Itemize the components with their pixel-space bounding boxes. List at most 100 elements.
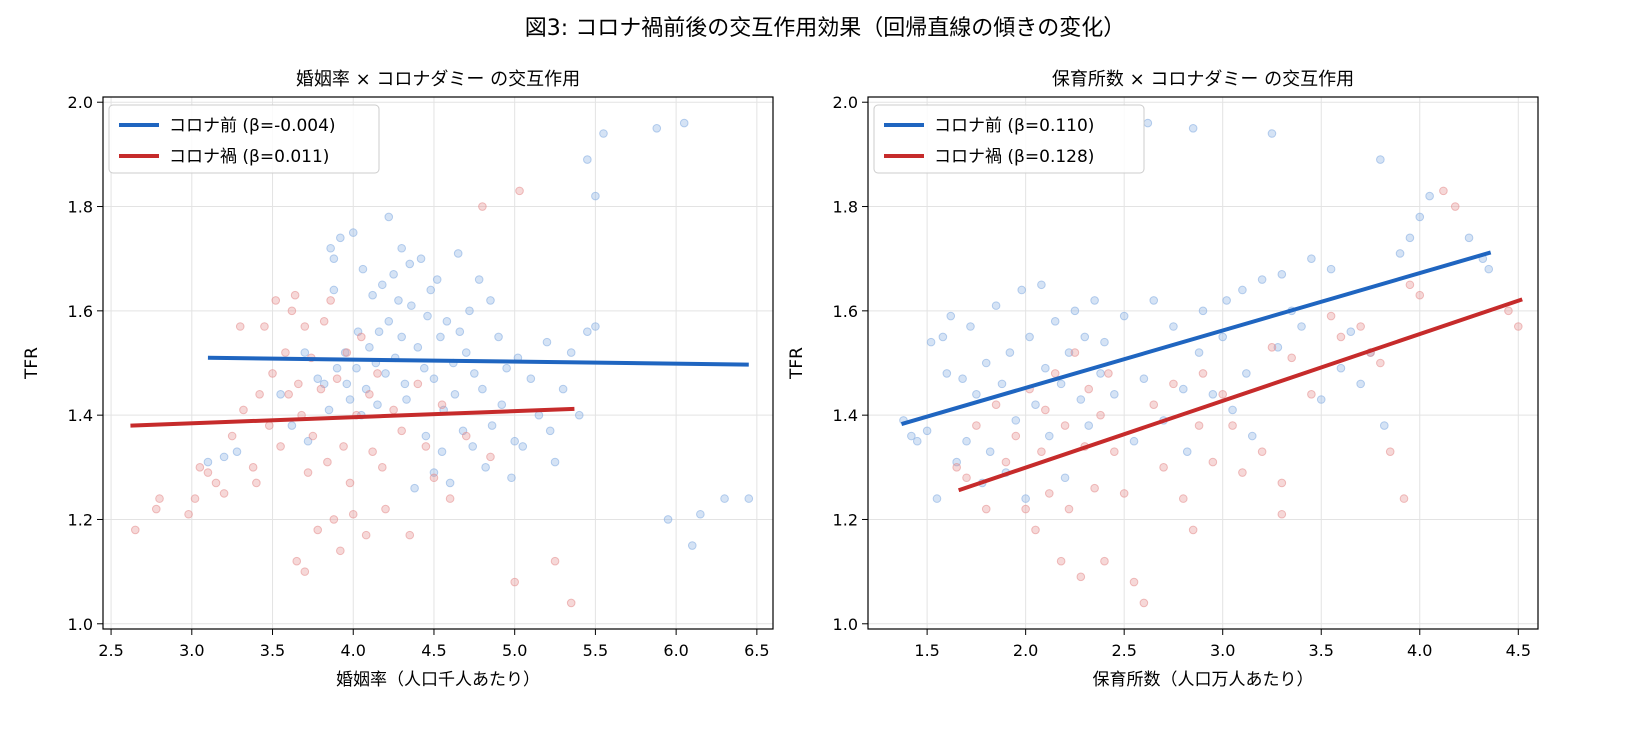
scatter-point-post [981, 504, 991, 514]
scatter-point-pre [313, 374, 323, 383]
legend-box [873, 104, 1145, 174]
scatter-point-pre [303, 436, 313, 446]
scatter-point-post [550, 556, 560, 566]
legend: コロナ前 (β=-0.004) コロナ禍 (β=0.011) [108, 104, 380, 174]
scatter-point-pre [583, 327, 592, 337]
scatter-point-post [566, 598, 576, 608]
scatter-point-pre [365, 343, 374, 352]
regression-line-post [130, 406, 575, 428]
scatter-point-post [1129, 577, 1139, 587]
scatter-point-pre [1376, 155, 1385, 164]
scatter-point-post [1149, 400, 1159, 410]
scatter-point-pre [453, 249, 463, 258]
x-tick-label: 4.5 [421, 641, 446, 660]
scatter-point-pre [1307, 254, 1316, 263]
scatter-point-pre [1110, 389, 1119, 399]
y-tick-label: 1.0 [833, 615, 858, 634]
scatter-point-post [437, 400, 447, 410]
scatter-point-post [268, 369, 277, 378]
scatter-point-pre [1326, 264, 1336, 274]
scatter-point-pre [384, 316, 394, 326]
y-tick-label: 1.8 [68, 198, 93, 217]
scatter-point-post [421, 442, 431, 451]
scatter-point-pre [696, 509, 705, 519]
scatter-point-post [1060, 421, 1070, 430]
scatter-point-post [1336, 332, 1346, 342]
scatter-point-pre [1277, 270, 1287, 279]
scatter-point-post [276, 442, 285, 451]
scatter-point-pre [507, 473, 516, 483]
scatter-point-post [1110, 447, 1119, 456]
scatter-point-pre [1188, 123, 1198, 133]
scatter-point-post [130, 525, 140, 535]
scatter-point-pre [332, 363, 342, 373]
scatter-point-post [1100, 556, 1109, 566]
scatter-point-post [361, 530, 371, 540]
scatter-point-pre [465, 306, 474, 316]
y-tick-label: 1.6 [68, 302, 93, 321]
x-tick-label: 2.5 [98, 641, 123, 660]
scatter-point-pre [400, 379, 410, 389]
scatter-point-pre [478, 384, 487, 394]
scatter-point-post [1178, 494, 1188, 503]
scatter-point-post [413, 379, 423, 389]
scatter-point-post [1076, 572, 1086, 582]
legend-label-pre: コロナ前 (β=0.110) [934, 116, 1094, 136]
scatter-point-pre [1208, 389, 1218, 399]
scatter-point-post [1159, 463, 1168, 472]
scatter-point-post [1194, 421, 1204, 430]
scatter-point-post [339, 442, 348, 451]
scatter-point-pre [450, 389, 460, 399]
scatter-point-post [1439, 186, 1448, 196]
scatter-point-post [345, 478, 355, 488]
scatter-point-pre [345, 395, 355, 404]
y-tick-label: 2.0 [68, 93, 93, 112]
scatter-point-post [1119, 489, 1129, 498]
scatter-point-post [1415, 290, 1425, 300]
scatter-point-pre [219, 452, 229, 462]
scatter-point-pre [384, 212, 394, 222]
scatter-point-pre [1267, 129, 1277, 138]
scatter-point-pre [1194, 348, 1204, 357]
y-tick-label: 1.4 [833, 406, 858, 425]
y-tick-label: 1.4 [68, 406, 93, 425]
scatter-point-post [1356, 322, 1365, 331]
scatter-point-pre [1044, 431, 1054, 441]
scatter-point-pre [1238, 285, 1247, 295]
scatter-point-post [248, 463, 258, 472]
scatter-point-pre [481, 463, 490, 472]
scatter-point-post [252, 478, 261, 488]
scatter-point-pre [413, 343, 423, 352]
scatter-point-pre [1425, 191, 1434, 201]
scatter-point-pre [942, 369, 952, 378]
scatter-point-post [300, 567, 310, 576]
scatter-point-pre [907, 431, 916, 441]
scatter-point-pre [410, 483, 419, 493]
scatter-point-post [510, 577, 519, 587]
scatter-point-pre [300, 348, 310, 357]
scatter-point-pre [679, 118, 689, 128]
scatter-point-pre [542, 337, 552, 347]
scatter-point-pre [972, 389, 981, 399]
scatter-point-pre [687, 541, 697, 550]
scatter-point-post [271, 296, 281, 305]
scatter-point-post [1084, 384, 1094, 394]
scatter-point-post [1090, 483, 1099, 493]
legend-box [108, 104, 380, 174]
scatter-point-post [342, 348, 352, 357]
legend: コロナ前 (β=0.110) コロナ禍 (β=0.128) [873, 104, 1145, 174]
scatter-point-pre [1031, 400, 1040, 410]
scatter-point-pre [1336, 363, 1346, 373]
scatter-point-pre [374, 327, 384, 337]
scatter-point-pre [1100, 337, 1109, 347]
scatter-point-pre [329, 254, 339, 263]
scatter-point-post [1188, 525, 1198, 535]
scatter-point-post [445, 494, 455, 503]
scatter-point-pre [997, 379, 1007, 389]
scatter-point-pre [394, 296, 403, 305]
scatter-point-pre [1395, 249, 1405, 258]
scatter-point-post [1208, 457, 1218, 467]
plot-frame [867, 96, 1539, 630]
x-tick-label: 5.5 [583, 641, 608, 660]
scatter-point-pre [545, 426, 555, 436]
